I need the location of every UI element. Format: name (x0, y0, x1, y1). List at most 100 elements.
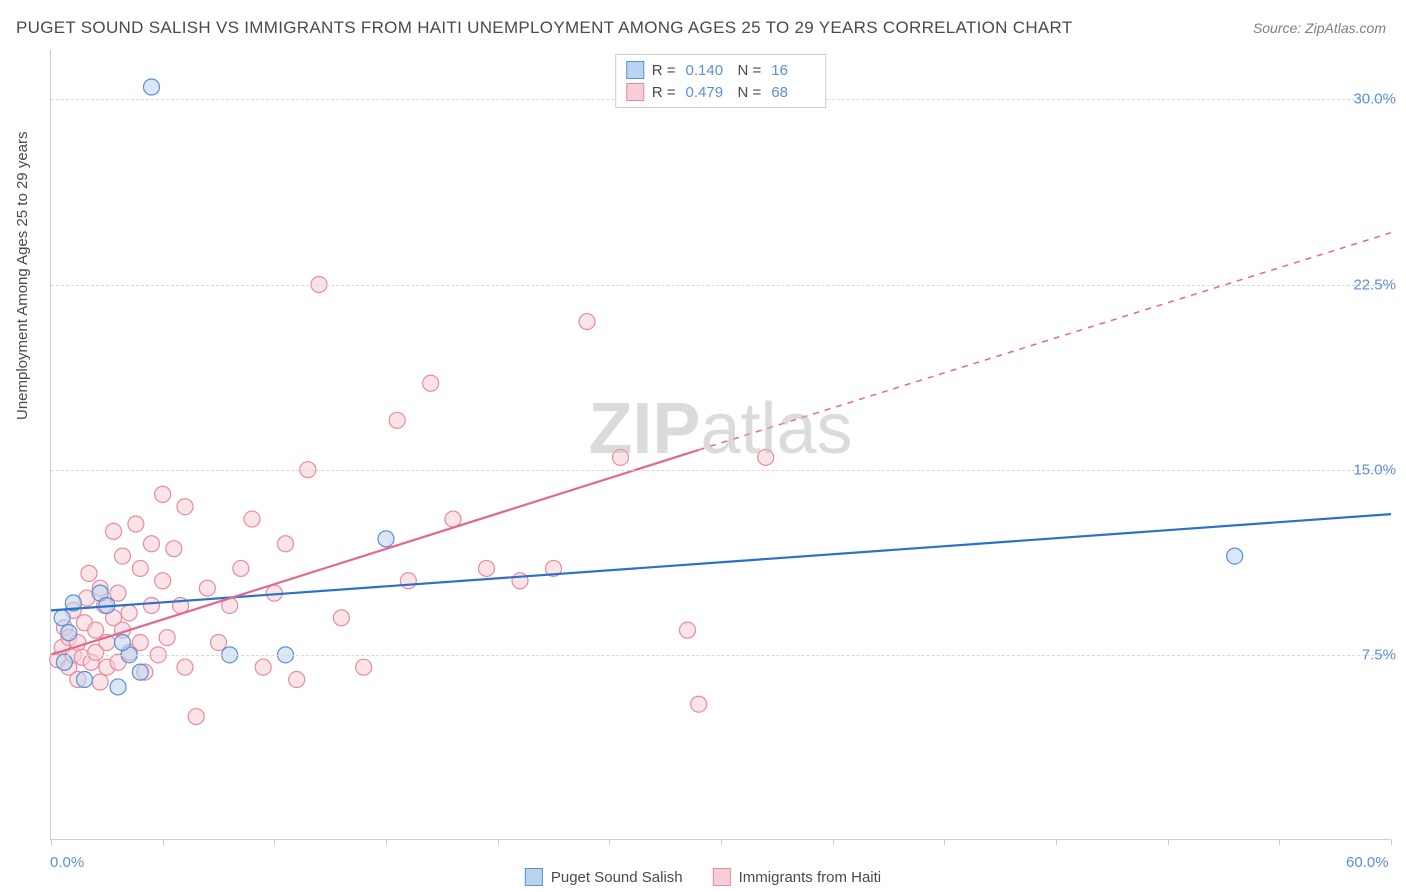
haiti-point (758, 449, 774, 465)
haiti-point (233, 560, 249, 576)
x-tick (498, 839, 499, 845)
n-value-haiti: 68 (771, 84, 815, 101)
haiti-point (400, 573, 416, 589)
series-legend: Puget Sound Salish Immigrants from Haiti (525, 868, 881, 886)
haiti-point (88, 622, 104, 638)
salish-point (54, 610, 70, 626)
haiti-point (244, 511, 260, 527)
haiti-point (106, 523, 122, 539)
haiti-point (177, 659, 193, 675)
plot-svg (51, 50, 1390, 839)
haiti-point (680, 622, 696, 638)
haiti-point (333, 610, 349, 626)
salish-point (132, 664, 148, 680)
haiti-point (691, 696, 707, 712)
haiti-trend-line (51, 450, 699, 655)
grid-line (51, 285, 1390, 286)
swatch-haiti-bottom (713, 868, 731, 886)
x-tick (1168, 839, 1169, 845)
x-tick (163, 839, 164, 845)
x-tick (944, 839, 945, 845)
salish-point (144, 79, 160, 95)
haiti-point (132, 635, 148, 651)
haiti-point (166, 541, 182, 557)
chart-title: PUGET SOUND SALISH VS IMMIGRANTS FROM HA… (16, 18, 1073, 38)
salish-point (114, 635, 130, 651)
y-tick-label: 15.0% (1353, 461, 1396, 478)
haiti-point (255, 659, 271, 675)
x-tick (609, 839, 610, 845)
haiti-point (445, 511, 461, 527)
haiti-point (289, 672, 305, 688)
haiti-point (92, 674, 108, 690)
haiti-point (479, 560, 495, 576)
x-tick (721, 839, 722, 845)
haiti-point (81, 565, 97, 581)
y-tick-label: 22.5% (1353, 276, 1396, 293)
n-label: N = (738, 84, 762, 101)
x-tick (274, 839, 275, 845)
y-tick-label: 7.5% (1362, 646, 1396, 663)
legend-row-salish: R = 0.140 N = 16 (626, 59, 816, 81)
haiti-point (155, 573, 171, 589)
haiti-point (144, 597, 160, 613)
haiti-point (613, 449, 629, 465)
haiti-point (199, 580, 215, 596)
x-tick (51, 839, 52, 845)
legend-item-haiti: Immigrants from Haiti (713, 868, 882, 886)
legend-label-salish: Puget Sound Salish (551, 869, 683, 886)
x-tick (1056, 839, 1057, 845)
haiti-point (132, 560, 148, 576)
salish-point (61, 625, 77, 641)
legend-row-haiti: R = 0.479 N = 68 (626, 81, 816, 103)
haiti-point (110, 585, 126, 601)
haiti-point (389, 412, 405, 428)
haiti-point (144, 536, 160, 552)
y-axis-label: Unemployment Among Ages 25 to 29 years (14, 131, 31, 420)
salish-point (77, 672, 93, 688)
haiti-point (159, 630, 175, 646)
swatch-salish (626, 61, 644, 79)
x-tick-label: 0.0% (50, 854, 84, 871)
x-tick (1279, 839, 1280, 845)
x-tick (1391, 839, 1392, 845)
haiti-point (177, 499, 193, 515)
grid-line (51, 470, 1390, 471)
salish-trend-line (51, 514, 1391, 610)
n-value-salish: 16 (771, 62, 815, 79)
r-value-haiti: 0.479 (686, 84, 730, 101)
swatch-haiti (626, 83, 644, 101)
n-label: N = (738, 62, 762, 79)
x-tick (386, 839, 387, 845)
correlation-chart: PUGET SOUND SALISH VS IMMIGRANTS FROM HA… (0, 0, 1406, 892)
r-label: R = (652, 84, 676, 101)
haiti-point (121, 605, 137, 621)
haiti-point (356, 659, 372, 675)
r-value-salish: 0.140 (686, 62, 730, 79)
r-label: R = (652, 62, 676, 79)
haiti-point (579, 314, 595, 330)
salish-point (110, 679, 126, 695)
legend-item-salish: Puget Sound Salish (525, 868, 683, 886)
legend-label-haiti: Immigrants from Haiti (739, 869, 882, 886)
x-tick (833, 839, 834, 845)
salish-point (56, 654, 72, 670)
correlation-legend: R = 0.140 N = 16 R = 0.479 N = 68 (615, 54, 827, 108)
haiti-point (211, 635, 227, 651)
x-tick-label: 60.0% (1346, 854, 1389, 871)
plot-area: ZIPatlas R = 0.140 N = 16 R = 0.479 N = … (50, 50, 1390, 840)
salish-point (378, 531, 394, 547)
haiti-trend-extrapolation (699, 233, 1391, 450)
salish-point (1227, 548, 1243, 564)
haiti-point (155, 486, 171, 502)
haiti-point (278, 536, 294, 552)
haiti-point (188, 709, 204, 725)
haiti-point (114, 548, 130, 564)
swatch-salish-bottom (525, 868, 543, 886)
haiti-point (423, 375, 439, 391)
y-tick-label: 30.0% (1353, 91, 1396, 108)
haiti-point (512, 573, 528, 589)
source-attribution: Source: ZipAtlas.com (1253, 20, 1386, 36)
grid-line (51, 655, 1390, 656)
haiti-point (128, 516, 144, 532)
